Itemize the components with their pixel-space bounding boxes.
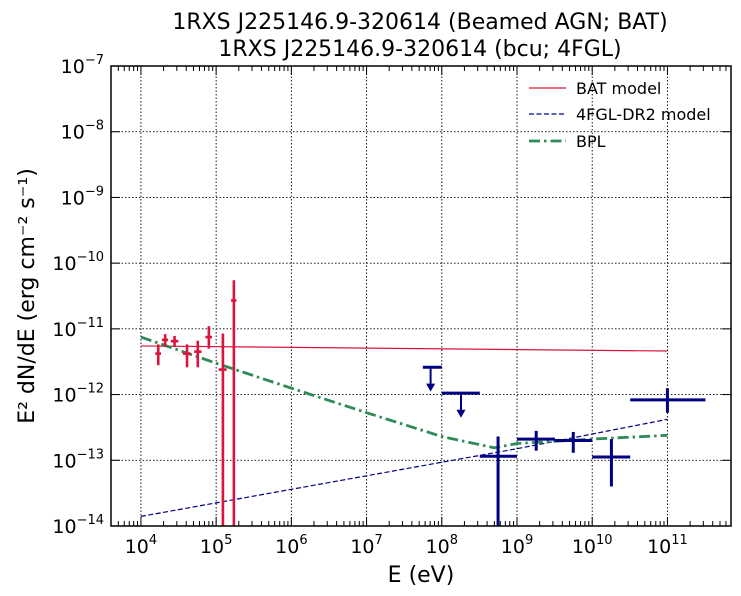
x-tick-label: 104 bbox=[125, 533, 157, 558]
series-line-2 bbox=[140, 418, 668, 517]
chart-title-line-1: 1RXS J225146.9-320614 (Beamed AGN; BAT) bbox=[172, 10, 667, 35]
bat-data-point bbox=[231, 280, 237, 526]
y-tick-label: 10−7 bbox=[61, 53, 104, 78]
x-tick-label: 108 bbox=[426, 533, 458, 558]
bat-data-point bbox=[218, 333, 227, 526]
plot-frame bbox=[110, 65, 732, 527]
bat-data-point bbox=[155, 344, 162, 366]
legend: BAT model 4FGL-DR2 model BPL bbox=[529, 79, 711, 151]
x-tick-label: 105 bbox=[200, 533, 232, 558]
bat-data-point bbox=[170, 335, 179, 347]
grid-lines bbox=[111, 65, 731, 527]
bat-data-point bbox=[161, 334, 169, 347]
y-tick-label: 10−13 bbox=[52, 447, 104, 472]
bat-data-point bbox=[205, 326, 212, 349]
legend-label-3: BPL bbox=[576, 132, 606, 151]
bat-data-point bbox=[182, 344, 191, 368]
x-tick-label: 106 bbox=[275, 533, 307, 558]
y-axis-label: E² dN/dE (erg cm⁻² s⁻¹) bbox=[15, 168, 40, 424]
axis-ticks bbox=[110, 65, 732, 527]
series-line-3 bbox=[140, 335, 668, 450]
x-axis-label: E (eV) bbox=[388, 563, 455, 588]
bat-data-point bbox=[194, 340, 202, 368]
x-tick-label: 1010 bbox=[572, 533, 613, 558]
x-tick-label: 109 bbox=[501, 533, 533, 558]
legend-label-2: 4FGL-DR2 model bbox=[576, 105, 711, 124]
series-line-1 bbox=[140, 345, 668, 352]
y-tick-label: 10−12 bbox=[52, 382, 104, 407]
chart-title: 1RXS J225146.9-320614 (Beamed AGN; BAT) … bbox=[172, 10, 667, 62]
fermi-data-point bbox=[630, 388, 706, 413]
fermi-upper-limit bbox=[422, 365, 442, 392]
fermi-data-point bbox=[555, 431, 593, 453]
x-tick-label: 107 bbox=[350, 533, 382, 558]
data-points-layer bbox=[155, 280, 706, 526]
fermi-data-point bbox=[517, 430, 556, 451]
legend-label-1: BAT model bbox=[576, 79, 661, 98]
y-tick-label: 10−14 bbox=[52, 513, 104, 538]
y-tick-label: 10−9 bbox=[61, 184, 104, 209]
axis-tick-labels: 104 105 106 107 108 109 1010 1011 10−14 10−13 10−1… bbox=[52, 53, 687, 558]
y-tick-label: 10−8 bbox=[61, 119, 104, 144]
y-tick-label: 10−10 bbox=[52, 250, 104, 275]
fermi-data-point bbox=[592, 439, 631, 487]
fermi-upper-limit bbox=[441, 391, 480, 418]
fermi-data-point bbox=[479, 436, 518, 526]
upper-limit-arrow bbox=[456, 409, 466, 418]
chart-title-line-2: 1RXS J225146.9-320614 (bcu; 4FGL) bbox=[218, 37, 621, 62]
x-tick-label: 1011 bbox=[647, 533, 688, 558]
series-layer bbox=[140, 335, 668, 517]
y-tick-label: 10−11 bbox=[52, 316, 104, 341]
upper-limit-arrow bbox=[426, 383, 436, 392]
